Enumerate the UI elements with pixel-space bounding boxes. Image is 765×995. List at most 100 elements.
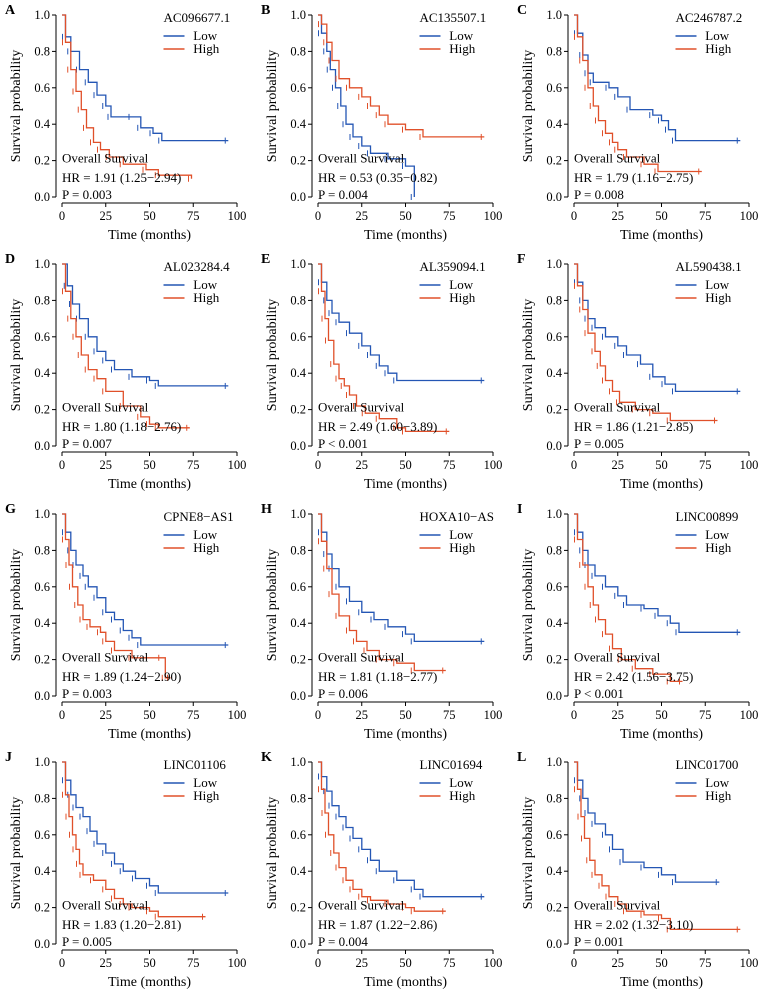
y-tick-label: 0.4 — [546, 864, 562, 878]
legend-label-high: High — [449, 540, 476, 555]
x-tick-label: 75 — [187, 458, 200, 472]
km-curve-low — [62, 761, 229, 894]
y-axis-title: Survival probability — [265, 797, 280, 909]
x-tick-label: 50 — [399, 708, 412, 722]
hazard-ratio: HR = 1.80 (1.18−2.76) — [62, 419, 181, 434]
hazard-ratio: HR = 1.83 (1.20−2.81) — [62, 917, 181, 932]
y-tick-label: 0.0 — [546, 439, 562, 453]
x-axis-title: Time (months) — [364, 727, 447, 742]
y-tick-label: 0.4 — [546, 117, 562, 131]
y-axis-title: Survival probability — [9, 797, 24, 909]
y-tick-label: 1.0 — [34, 755, 50, 769]
y-tick-label: 0.6 — [290, 828, 306, 842]
y-tick-label: 1.0 — [290, 8, 306, 22]
hazard-ratio: HR = 2.49 (1.60−3.89) — [318, 419, 437, 434]
overall-survival-label: Overall Survival — [62, 151, 149, 166]
km-panel-i: I 0.0 0.2 0.4 0.6 0.8 1.0 0 25 50 75 100 Time (month… — [517, 502, 758, 742]
y-axis-title: Survival probability — [265, 299, 280, 411]
p-value: P = 0.005 — [62, 934, 112, 949]
y-tick-label: 0.4 — [34, 117, 50, 131]
legend-label-high: High — [449, 41, 476, 56]
legend-label-high: High — [449, 788, 476, 803]
x-tick-label: 25 — [100, 956, 113, 970]
y-tick-label: 0.8 — [546, 791, 562, 805]
overall-survival-label: Overall Survival — [318, 650, 405, 665]
x-axis-title: Time (months) — [620, 975, 703, 990]
overall-survival-label: Overall Survival — [574, 151, 661, 166]
p-value: P < 0.001 — [318, 436, 368, 451]
gene-label: CPNE8−AS1 — [164, 509, 234, 524]
hazard-ratio: HR = 1.81 (1.18−2.77) — [318, 669, 437, 684]
y-tick-label: 0.8 — [546, 44, 562, 58]
y-tick-label: 0.0 — [290, 439, 306, 453]
x-axis-title: Time (months) — [108, 477, 191, 492]
p-value: P = 0.003 — [62, 187, 112, 202]
legend-label-low: Low — [193, 277, 217, 292]
km-curve-high — [318, 263, 450, 433]
y-tick-label: 0.4 — [290, 864, 306, 878]
gene-label: AL359094.1 — [420, 259, 486, 274]
y-tick-label: 0.2 — [290, 653, 306, 667]
x-axis-title: Time (months) — [108, 727, 191, 742]
legend-label-high: High — [705, 540, 732, 555]
y-tick-label: 1.0 — [546, 755, 562, 769]
panel-letter: L — [517, 750, 526, 765]
y-tick-label: 1.0 — [290, 755, 306, 769]
y-tick-label: 0.8 — [34, 293, 50, 307]
x-tick-label: 100 — [484, 458, 503, 472]
km-curve-high — [318, 761, 446, 912]
y-axis-title: Survival probability — [9, 50, 24, 162]
x-tick-label: 75 — [187, 209, 200, 223]
p-value: P = 0.004 — [318, 934, 368, 949]
y-tick-label: 0.2 — [290, 154, 306, 168]
overall-survival-label: Overall Survival — [62, 650, 149, 665]
y-tick-label: 0.2 — [34, 403, 50, 417]
legend-label-high: High — [705, 788, 732, 803]
y-tick-label: 0.8 — [290, 44, 306, 58]
y-tick-label: 0.2 — [34, 154, 50, 168]
y-tick-label: 0.8 — [34, 791, 50, 805]
gene-label: HOXA10−AS — [420, 509, 495, 524]
hazard-ratio: HR = 2.42 (1.56−3.75) — [574, 669, 693, 684]
x-axis-title: Time (months) — [620, 727, 703, 742]
x-axis-title: Time (months) — [620, 477, 703, 492]
y-tick-label: 0.2 — [34, 901, 50, 915]
y-tick-label: 0.0 — [546, 190, 562, 204]
y-tick-label: 0.0 — [546, 937, 562, 951]
x-tick-label: 0 — [59, 458, 65, 472]
y-tick-label: 0.6 — [34, 330, 50, 344]
y-axis-title: Survival probability — [9, 299, 24, 411]
km-panel-d: D 0.0 0.2 0.4 0.6 0.8 1.0 0 25 50 75 100 Time (month… — [5, 252, 246, 492]
y-tick-label: 0.0 — [290, 937, 306, 951]
y-tick-label: 0.4 — [290, 117, 306, 131]
panel-letter: E — [261, 252, 270, 267]
panel-letter: C — [517, 3, 527, 18]
x-tick-label: 25 — [100, 708, 113, 722]
km-panel-e: E 0.0 0.2 0.4 0.6 0.8 1.0 0 25 50 75 100 Time (month… — [261, 252, 502, 492]
x-axis-title: Time (months) — [108, 228, 191, 243]
y-tick-label: 0.8 — [34, 543, 50, 557]
panel-letter: G — [5, 502, 16, 517]
y-axis-title: Survival probability — [521, 797, 536, 909]
overall-survival-label: Overall Survival — [574, 898, 661, 913]
y-axis-title: Survival probability — [265, 50, 280, 162]
x-axis-title: Time (months) — [620, 228, 703, 243]
km-panel-g: G 0.0 0.2 0.4 0.6 0.8 1.0 0 25 50 75 100 Time (month… — [5, 502, 246, 742]
x-tick-label: 75 — [187, 956, 200, 970]
km-curve-high — [574, 263, 718, 422]
y-axis-title: Survival probability — [9, 549, 24, 661]
km-curve-high — [574, 513, 683, 683]
y-tick-label: 0.4 — [34, 616, 50, 630]
gene-label: AL590438.1 — [676, 259, 742, 274]
gene-label: AC135507.1 — [420, 10, 487, 25]
y-tick-label: 0.8 — [546, 293, 562, 307]
hazard-ratio: HR = 1.91 (1.25−2.94) — [62, 170, 181, 185]
x-tick-label: 50 — [143, 458, 156, 472]
p-value: P = 0.003 — [62, 686, 112, 701]
y-tick-label: 1.0 — [34, 257, 50, 271]
x-tick-label: 100 — [484, 956, 503, 970]
y-tick-label: 0.4 — [34, 366, 50, 380]
x-tick-label: 75 — [443, 209, 456, 223]
x-tick-label: 100 — [740, 708, 759, 722]
